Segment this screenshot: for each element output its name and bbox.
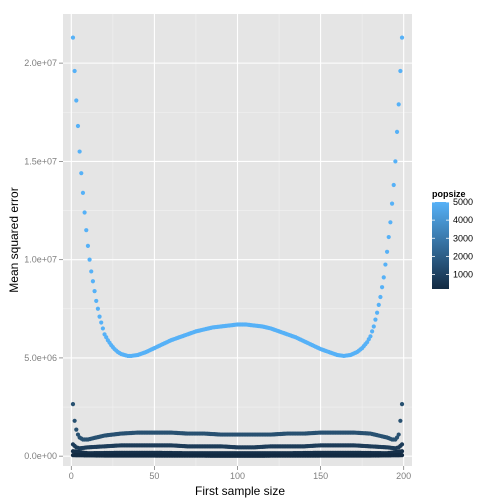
- data-point: [376, 302, 381, 307]
- data-point: [371, 324, 376, 329]
- data-point: [90, 279, 96, 284]
- legend-colorbar: [432, 202, 449, 289]
- legend-tick-label: 3000: [453, 233, 473, 243]
- data-point: [72, 418, 77, 423]
- x-tick-label: 150: [313, 471, 328, 481]
- data-point: [79, 171, 84, 176]
- data-point: [396, 102, 401, 107]
- data-point: [378, 294, 383, 300]
- legend-tick-label: 1000: [453, 270, 473, 280]
- legend-ticks: 1000 2000 3000 4000 5000: [432, 197, 473, 280]
- data-point: [399, 442, 405, 447]
- data-point: [389, 201, 395, 206]
- legend: popsize 1000 2000 3000 4000 5000: [432, 189, 473, 289]
- x-tick-label: 200: [396, 471, 411, 481]
- data-point: [74, 98, 79, 103]
- x-axis-label: First sample size: [195, 484, 285, 498]
- y-tick-label: 1.5e+07: [24, 156, 57, 166]
- data-point: [70, 402, 76, 407]
- y-tick-label: 5.0e+06: [24, 353, 57, 363]
- data-point: [386, 234, 391, 240]
- y-tick-label: 2.0e+07: [24, 58, 57, 68]
- data-point: [373, 317, 378, 322]
- data-point: [393, 159, 398, 164]
- y-axis: 0.0e+00 5.0e+06 1.0e+07 1.5e+07 2.0e+07: [24, 58, 63, 461]
- data-point: [99, 320, 104, 325]
- data-point: [72, 68, 77, 74]
- data-point: [399, 449, 405, 454]
- x-axis: 0 50 100 150 200: [69, 466, 411, 481]
- data-point: [94, 298, 99, 304]
- data-point: [97, 314, 102, 319]
- y-tick-label: 0.0e+00: [24, 451, 57, 461]
- data-point: [396, 432, 401, 437]
- data-point: [398, 68, 403, 74]
- data-point: [84, 228, 89, 233]
- data-point: [375, 310, 380, 315]
- data-point: [100, 326, 105, 331]
- legend-title: popsize: [432, 189, 466, 199]
- data-point: [89, 269, 94, 274]
- data-point: [80, 190, 86, 195]
- data-point: [87, 257, 92, 262]
- data-point: [399, 402, 405, 407]
- data-point: [383, 262, 388, 267]
- legend-tick-label: 4000: [453, 215, 473, 225]
- x-tick-label: 50: [149, 471, 159, 481]
- legend-tick-label: 2000: [453, 251, 473, 261]
- data-point: [92, 289, 97, 294]
- data-point: [70, 35, 76, 40]
- data-point: [74, 427, 79, 432]
- data-point: [388, 220, 393, 225]
- data-point: [399, 453, 405, 458]
- data-point: [370, 329, 375, 334]
- data-point: [75, 123, 81, 129]
- y-axis-label: Mean squared error: [7, 187, 21, 292]
- data-point: [95, 306, 100, 311]
- data-point: [391, 182, 396, 188]
- data-point: [394, 129, 400, 135]
- data-point: [381, 275, 386, 280]
- data-point: [85, 243, 91, 248]
- x-tick-label: 100: [230, 471, 245, 481]
- data-point: [398, 418, 403, 423]
- data-point: [82, 210, 87, 215]
- data-point: [379, 285, 385, 290]
- data-points: [70, 35, 405, 458]
- y-tick-label: 1.0e+07: [24, 255, 57, 265]
- data-point: [384, 249, 390, 254]
- x-tick-label: 0: [69, 471, 74, 481]
- data-point: [399, 35, 405, 40]
- data-point: [77, 149, 82, 154]
- data-point: [368, 334, 373, 339]
- legend-tick-label: 5000: [453, 197, 473, 207]
